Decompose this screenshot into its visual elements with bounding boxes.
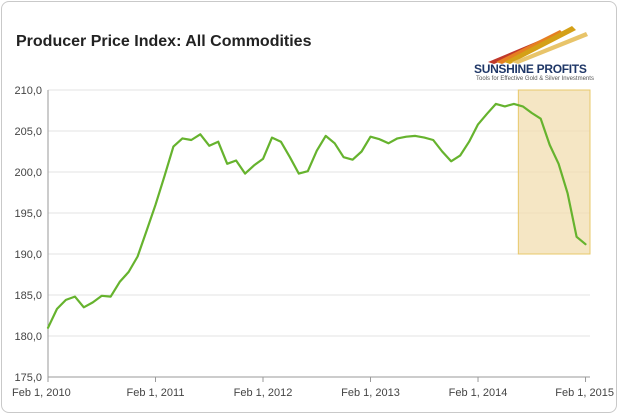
- axis-layer: [47, 90, 590, 382]
- grid-layer: [48, 89, 590, 378]
- y-tick-label: 180,0: [14, 331, 42, 343]
- logo-name: SUNSHINE PROFITS: [474, 62, 587, 76]
- y-tick-label: 175,0: [14, 372, 42, 384]
- highlight-region: [517, 89, 591, 255]
- logo-ray-gold: [504, 26, 576, 64]
- y-tick-label: 190,0: [14, 249, 42, 261]
- series-line: [46, 102, 587, 329]
- y-tick-label: 195,0: [14, 208, 42, 220]
- chart-title: Producer Price Index: All Commodities: [16, 33, 312, 50]
- x-tick-label: Feb 1, 2013: [341, 387, 400, 399]
- highlight-layer: [517, 89, 591, 255]
- sunshine-profits-logo-icon: [488, 26, 588, 64]
- y-tick-label: 185,0: [14, 290, 42, 302]
- y-tick-label: 200,0: [14, 167, 42, 179]
- logo-ray-light: [512, 32, 588, 64]
- y-tick-label: 205,0: [14, 126, 42, 138]
- series-layer: [46, 102, 587, 329]
- x-tick-label: Feb 1, 2010: [12, 387, 71, 399]
- x-tick-label: Feb 1, 2014: [449, 387, 508, 399]
- logo-ray-orange: [496, 30, 564, 64]
- logo-tagline: Tools for Effective Gold & Silver Invest…: [476, 76, 594, 82]
- x-tick-label: Feb 1, 2012: [234, 387, 293, 399]
- x-tick-label: Feb 1, 2011: [127, 387, 185, 399]
- x-tick-label: Feb 1, 2015: [555, 387, 614, 399]
- label-layer: 175,0 180,0 185,0 190,0 195,0 200,0 205,0 210,0…: [12, 85, 614, 399]
- y-tick-label: 210,0: [14, 85, 42, 97]
